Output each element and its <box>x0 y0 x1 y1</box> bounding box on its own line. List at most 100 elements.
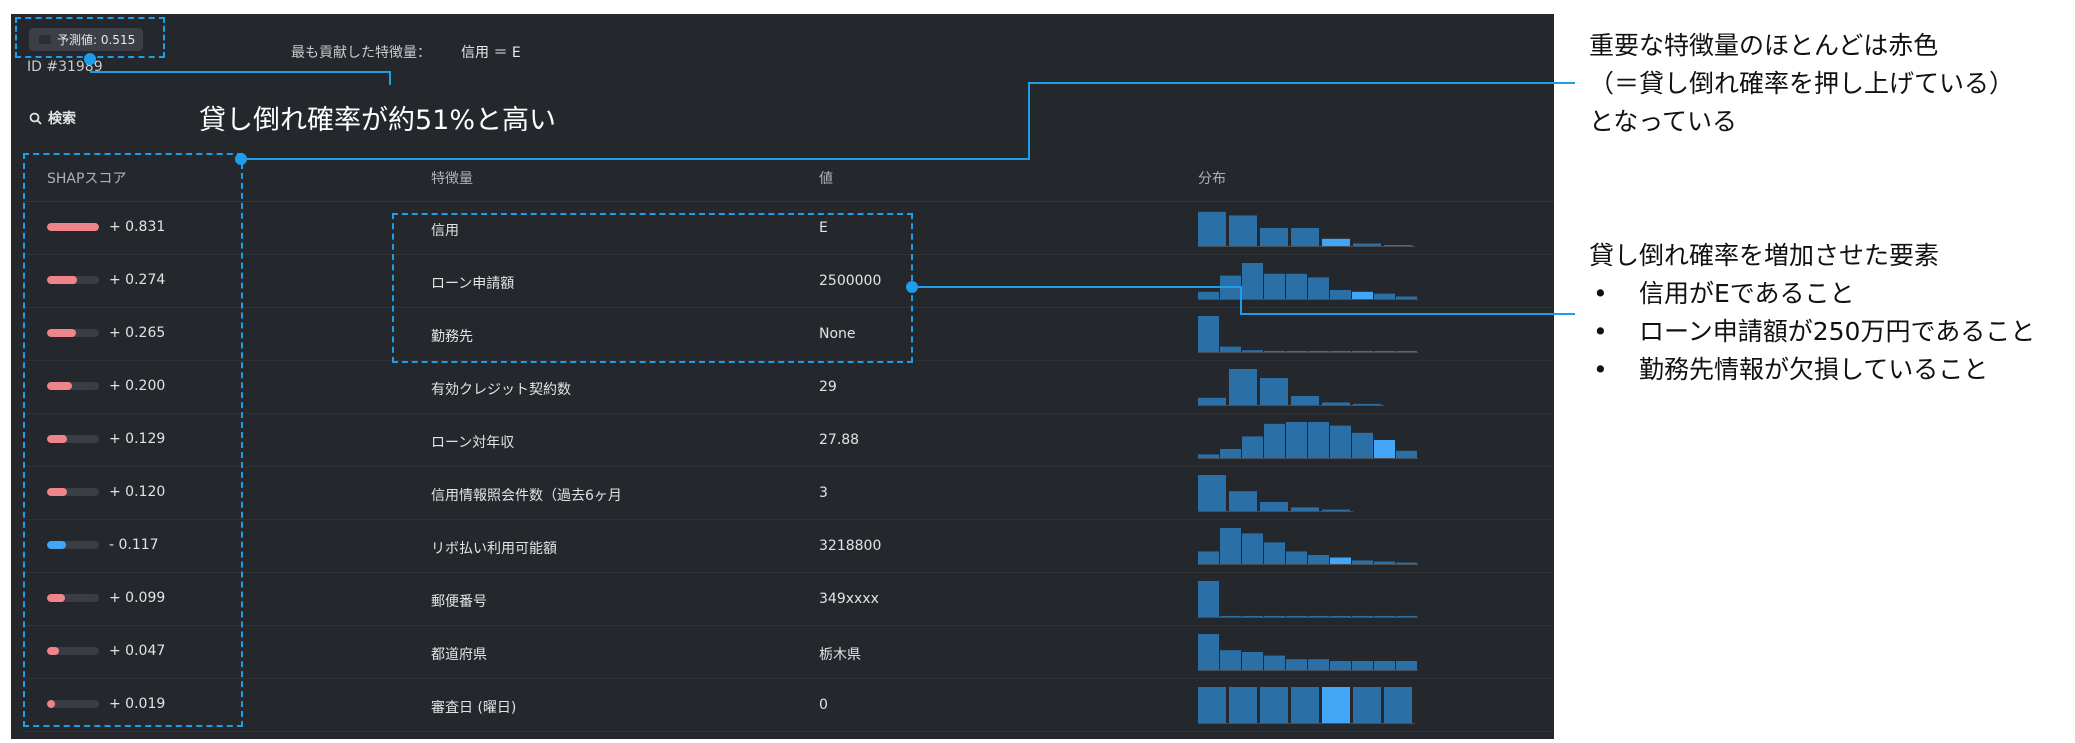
feature-name: ローン申請額 <box>431 276 515 292</box>
histogram-bar <box>1330 290 1351 299</box>
histogram-bar <box>1374 561 1395 564</box>
distribution-histogram <box>1198 261 1418 301</box>
prediction-highlight-box <box>15 17 165 58</box>
shap-score-cell: + 0.120 <box>47 484 165 500</box>
histogram-bar <box>1242 533 1263 564</box>
shap-bar-track <box>47 435 99 443</box>
histogram-bar <box>1242 652 1263 670</box>
features-callout-line-right <box>1240 313 1575 315</box>
shap-score-value: + 0.099 <box>109 590 166 606</box>
note2-item: ローン申請額が250万円であること <box>1589 313 2035 351</box>
histogram-bar <box>1264 350 1285 352</box>
table-row[interactable]: + 0.047 都道府県 栃木県 <box>23 626 1554 679</box>
table-row[interactable]: + 0.265 勤務先 None <box>23 308 1554 361</box>
distribution-histogram <box>1198 632 1418 672</box>
histogram-bar <box>1396 350 1417 352</box>
histogram-bar <box>1396 562 1417 564</box>
note1-line-3: となっている <box>1589 107 1738 136</box>
histogram-bar <box>1220 615 1241 617</box>
shap-score-value: + 0.047 <box>109 643 166 659</box>
histogram-bar <box>1198 454 1219 458</box>
distribution-histogram <box>1198 420 1418 460</box>
shap-bar-fill <box>47 541 66 549</box>
histogram-bar <box>1264 273 1285 299</box>
header-shap[interactable]: SHAPスコア <box>47 171 127 187</box>
shap-bar-track <box>47 594 99 602</box>
shap-score-value: + 0.265 <box>109 325 166 341</box>
note2-title: 貸し倒れ確率を増加させた要素 <box>1589 241 1940 270</box>
histogram-bar <box>1384 687 1412 723</box>
table-row[interactable]: + 0.129 ローン対年収 27.88 <box>23 414 1554 467</box>
shap-bar-fill <box>47 488 67 496</box>
prediction-callout-line <box>90 71 391 73</box>
shap-score-value: + 0.200 <box>109 378 166 394</box>
shap-score-cell: - 0.117 <box>47 537 159 553</box>
histogram-bar <box>1242 436 1263 458</box>
histogram-bar <box>1352 432 1373 458</box>
feature-name: 有効クレジット契約数 <box>431 382 571 398</box>
histogram-bar <box>1308 615 1329 617</box>
features-callout-line-down <box>1240 286 1242 315</box>
feature-value: 3 <box>819 485 828 501</box>
feature-value: 29 <box>819 379 837 395</box>
shap-bar-fill <box>47 594 65 602</box>
features-callout-line <box>912 286 1242 288</box>
shap-bar-fill <box>47 647 59 655</box>
histogram-bar <box>1286 659 1307 670</box>
histogram-bar <box>1220 449 1241 458</box>
histogram-bar <box>1286 422 1307 458</box>
histogram-bar <box>1229 369 1257 405</box>
histogram-bar <box>1308 277 1329 299</box>
feature-value: 2500000 <box>819 273 882 289</box>
header-value[interactable]: 値 <box>819 171 833 187</box>
histogram-bar <box>1198 581 1219 617</box>
search-button[interactable]: 検索 <box>29 108 76 128</box>
shap-table: SHAPスコア 特徴量 値 分布 + 0.831 信用 E + 0.274 ローン申請額… <box>23 154 1554 732</box>
histogram-bar <box>1291 396 1319 405</box>
table-row[interactable]: + 0.831 信用 E <box>23 202 1554 255</box>
histogram-bar <box>1260 378 1288 405</box>
histogram-bar <box>1374 293 1395 299</box>
shap-score-cell: + 0.129 <box>47 431 165 447</box>
histogram-bar <box>1374 661 1395 670</box>
histogram-bar <box>1330 425 1351 458</box>
shap-bar-track <box>47 488 99 496</box>
histogram-bar <box>1260 228 1288 246</box>
histogram-bar <box>1220 346 1241 352</box>
histogram-bar <box>1264 655 1285 670</box>
feature-value: None <box>819 326 856 342</box>
distribution-histogram <box>1198 367 1418 407</box>
prediction-callout-line-down <box>389 71 391 85</box>
table-row[interactable]: + 0.120 信用情報照会件数（過去6ヶ月 3 <box>23 467 1554 520</box>
histogram-bar <box>1242 350 1263 352</box>
histogram-bar <box>1198 211 1226 246</box>
feature-value: 3218800 <box>819 538 882 554</box>
table-row[interactable]: + 0.019 審査日 (曜日) 0 <box>23 679 1554 732</box>
histogram-bar <box>1286 615 1307 617</box>
shap-bar-fill <box>47 223 99 231</box>
shap-bar-track <box>47 647 99 655</box>
feature-name: 郵便番号 <box>431 594 487 610</box>
prediction-label: 予測値: 0.515 <box>57 33 136 47</box>
feature-value: 27.88 <box>819 432 860 448</box>
header-feature[interactable]: 特徴量 <box>431 171 473 187</box>
histogram-bar <box>1198 634 1219 670</box>
histogram-bar <box>1264 615 1285 617</box>
histogram-bar <box>1198 687 1226 723</box>
histogram-bar <box>1322 509 1350 511</box>
histogram-bar <box>1322 402 1350 405</box>
table-row[interactable]: - 0.117 リボ払い利用可能額 3218800 <box>23 520 1554 573</box>
annotation-note-red-features: 重要な特徴量のほとんどは赤色 （＝貸し倒れ確率を押し上げている） となっている <box>1589 27 2014 141</box>
shap-bar-track <box>47 700 99 708</box>
histogram-bar <box>1242 615 1263 617</box>
histogram-bar <box>1291 228 1319 246</box>
table-row[interactable]: + 0.099 郵便番号 349xxxx <box>23 573 1554 626</box>
table-row[interactable]: + 0.200 有効クレジット契約数 29 <box>23 361 1554 414</box>
table-row[interactable]: + 0.274 ローン申請額 2500000 <box>23 255 1554 308</box>
histogram-bar <box>1264 542 1285 564</box>
histogram-bar <box>1396 615 1417 617</box>
shap-bar-fill <box>47 329 76 337</box>
shap-callout-line-up <box>1028 82 1030 160</box>
header-dist[interactable]: 分布 <box>1198 171 1226 187</box>
feature-name: 信用 <box>431 223 459 239</box>
